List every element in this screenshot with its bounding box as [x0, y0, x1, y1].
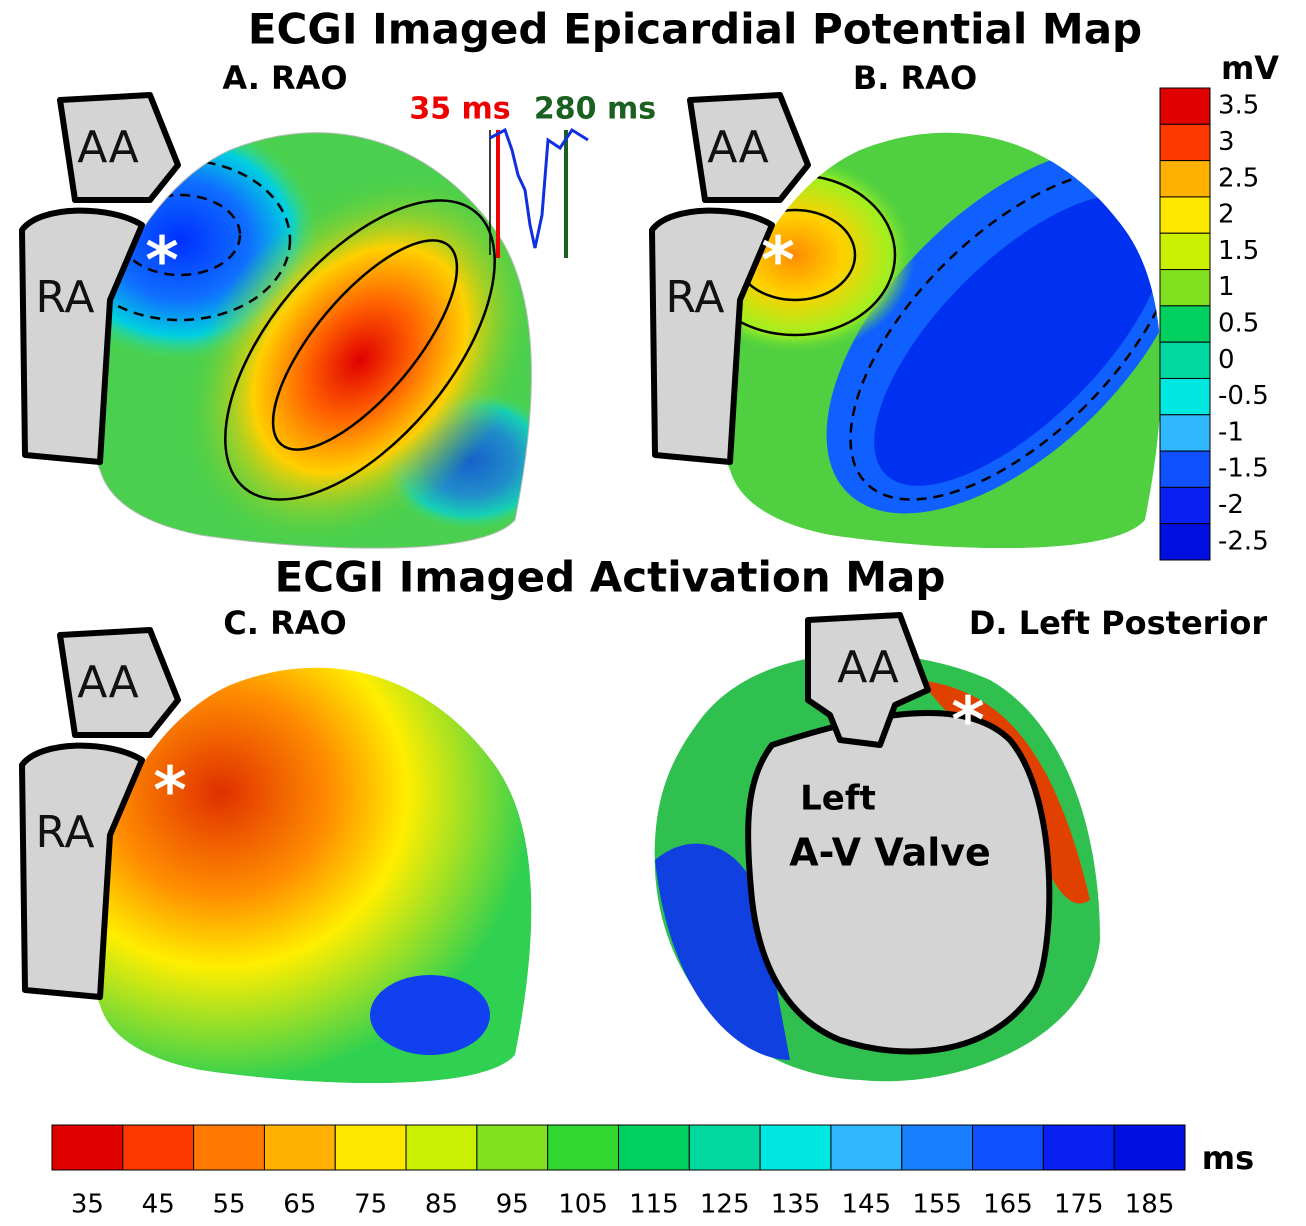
scale-label: 35 — [71, 1190, 104, 1220]
region: A-V Valve — [789, 831, 991, 875]
color-step — [973, 1125, 1044, 1170]
color-step — [1160, 197, 1210, 233]
scale-label: 65 — [283, 1190, 316, 1220]
color-step — [1160, 270, 1210, 306]
color-step — [1160, 378, 1210, 414]
color-step — [335, 1125, 406, 1170]
panel-a: AA RA * A. RAO — [22, 59, 610, 617]
unit: mV — [1221, 49, 1279, 87]
title: ECGI Imaged Epicardial Potential Map — [248, 5, 1142, 54]
ms-colorbar: ms 35 45 55 65 75 85 95 105 115 125 135 145 155 165 17… — [52, 1125, 1254, 1220]
color-step — [1114, 1125, 1185, 1170]
color-step — [1160, 451, 1210, 487]
scale-label: 155 — [912, 1190, 962, 1220]
scale-label: 185 — [1125, 1190, 1175, 1220]
scale-label: -1 — [1218, 417, 1244, 447]
color-step — [1160, 161, 1210, 197]
marker: * — [153, 755, 186, 829]
color-step — [1160, 88, 1210, 124]
color-step — [1160, 487, 1210, 523]
marker: * — [761, 225, 794, 299]
scale-label: 135 — [771, 1190, 821, 1220]
scale-label: 0 — [1218, 345, 1235, 375]
panel-label: A. RAO — [222, 59, 347, 97]
region: AA — [707, 122, 768, 173]
region: RA — [36, 807, 95, 858]
panel-c: AA RA * C. RAO — [22, 604, 531, 1083]
mv-colorbar: mV 3.5 3 2.5 2 1.5 1 0.5 0 -0.5 -1 -1.5 -2 -2.5 — [1160, 49, 1279, 560]
scale-label: 55 — [212, 1190, 245, 1220]
region: AA — [77, 657, 138, 708]
panel-d: AA Left A-V Valve * D. Left Posterior — [655, 604, 1268, 1081]
scale-label: 105 — [558, 1190, 608, 1220]
color-step — [123, 1125, 194, 1170]
title: ECGI Imaged Activation Map — [275, 553, 946, 602]
color-step — [52, 1125, 123, 1170]
color-step — [1043, 1125, 1114, 1170]
scale-label: 1.5 — [1218, 236, 1259, 266]
color-step — [1160, 342, 1210, 378]
region: Left — [800, 779, 876, 819]
color-step — [1160, 306, 1210, 342]
scale-label: 45 — [142, 1190, 175, 1220]
scale-label: 85 — [425, 1190, 458, 1220]
scale-label: 125 — [700, 1190, 750, 1220]
color-step — [1160, 233, 1210, 269]
color-step — [1160, 524, 1210, 560]
scale-label: 165 — [983, 1190, 1033, 1220]
scale-label: 145 — [842, 1190, 892, 1220]
panel-label: C. RAO — [223, 604, 346, 642]
panel-label: B. RAO — [853, 59, 977, 97]
region: AA — [77, 122, 138, 173]
scale-label: 3.5 — [1218, 91, 1259, 121]
color-step — [831, 1125, 902, 1170]
region: AA — [837, 642, 898, 693]
color-step — [194, 1125, 265, 1170]
scale-label: 3 — [1218, 127, 1235, 157]
ecg-end: 280 ms — [534, 92, 656, 127]
scale-label: 115 — [629, 1190, 679, 1220]
marker: * — [951, 685, 984, 759]
marker: * — [145, 225, 178, 299]
scale-label: 175 — [1054, 1190, 1104, 1220]
color-step — [548, 1125, 619, 1170]
region: RA — [666, 272, 725, 323]
ecg-start: 35 ms — [409, 92, 510, 127]
scale-label: -1.5 — [1218, 454, 1269, 484]
color-step — [689, 1125, 760, 1170]
scale-label: 1 — [1218, 272, 1235, 302]
color-step — [619, 1125, 690, 1170]
color-step — [902, 1125, 973, 1170]
scale-label: 2 — [1218, 200, 1235, 230]
panel-label: D. Left Posterior — [969, 604, 1268, 642]
color-step — [760, 1125, 831, 1170]
unit: ms — [1202, 1139, 1254, 1177]
color-step — [264, 1125, 335, 1170]
color-step — [406, 1125, 477, 1170]
scale-label: 2.5 — [1218, 163, 1259, 193]
color-step — [1160, 124, 1210, 160]
color-step — [1160, 415, 1210, 451]
color-step — [477, 1125, 548, 1170]
scale-label: 95 — [496, 1190, 529, 1220]
scale-label: -2.5 — [1218, 526, 1269, 556]
scale-label: -2 — [1218, 490, 1244, 520]
figure: ECGI Imaged Epicardial Potential Map ECG… — [0, 0, 1306, 1226]
region: RA — [36, 272, 95, 323]
scale-label: 0.5 — [1218, 309, 1259, 339]
scale-label: 75 — [354, 1190, 387, 1220]
scale-label: -0.5 — [1218, 381, 1269, 411]
